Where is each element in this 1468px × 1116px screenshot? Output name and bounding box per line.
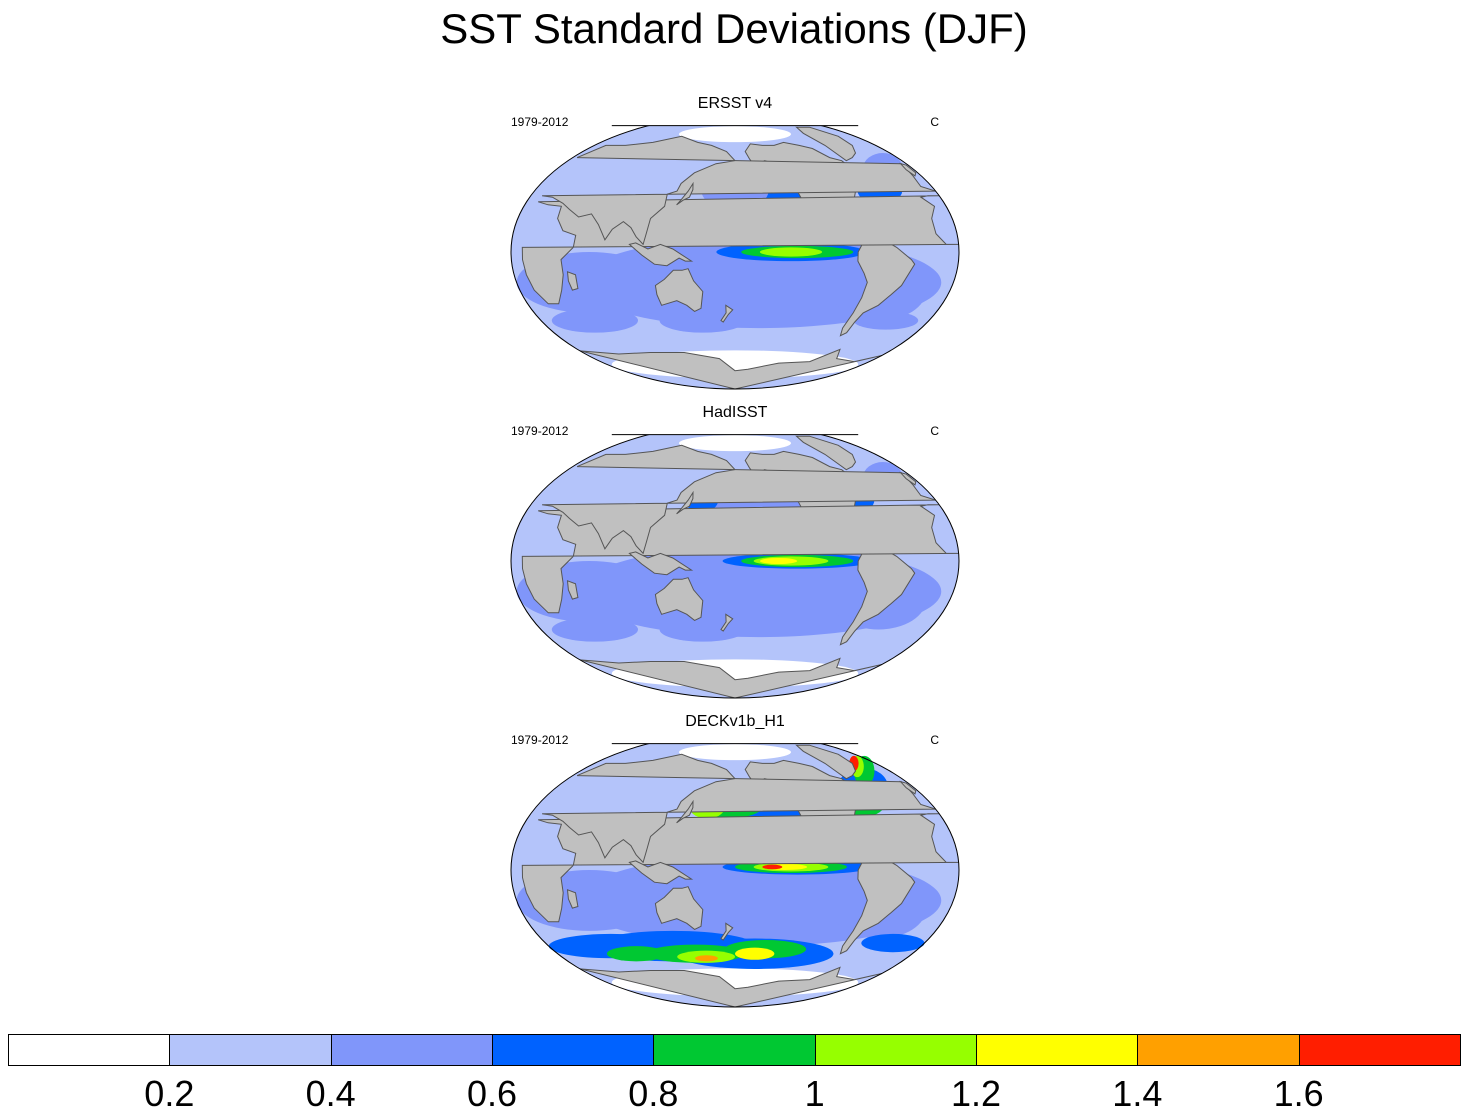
sst-contour-region (659, 308, 746, 333)
sst-map-deck (510, 743, 960, 1008)
period-label: 1979-2012 (511, 733, 569, 747)
land-antarctica (579, 348, 882, 390)
sst-contour-region (762, 864, 783, 870)
units-label: C (930, 733, 939, 747)
colorbar-swatch (169, 1034, 332, 1066)
land-australia (654, 886, 704, 930)
colorbar-swatch (1298, 1034, 1461, 1066)
colorbar-swatch (492, 1034, 655, 1066)
land-uk (899, 780, 917, 795)
land-greenland (795, 435, 857, 471)
sst-contour-region (759, 247, 823, 257)
period-label: 1979-2012 (511, 115, 569, 129)
colorbar-tick-label: 1.4 (1112, 1073, 1163, 1114)
map-content (510, 434, 960, 699)
sst-map-ersst (510, 125, 960, 390)
colorbar-swatch (1137, 1034, 1300, 1066)
colorbar-swatch (653, 1034, 816, 1066)
land-eurasia (542, 753, 936, 864)
colorbar-tick-label: 1.6 (1273, 1073, 1324, 1114)
land-antarctica (579, 966, 882, 1008)
sst-contour-region (695, 955, 718, 962)
map-panel-ersst: ERSST v4 1979-2012 C (505, 95, 965, 395)
arctic-patch (679, 126, 791, 143)
sst-contour-region (735, 947, 775, 960)
arctic-patch (679, 744, 791, 761)
land-japan (676, 490, 694, 515)
colorbar-tick-label: 0.8 (628, 1073, 679, 1114)
colorbar-swatch (814, 1034, 977, 1066)
map-content (510, 743, 960, 1008)
land-uk (899, 471, 917, 486)
land-new-zealand (720, 922, 734, 941)
land-madagascar (566, 271, 579, 291)
arctic-patch (679, 435, 791, 452)
land-japan (676, 799, 694, 824)
panel-title: HadISST (702, 404, 768, 421)
sst-contour-region (759, 557, 798, 565)
land-antarctica (579, 657, 882, 699)
sst-map-hadisst (510, 434, 960, 699)
colorbar-swatch (330, 1034, 493, 1066)
map-content (510, 125, 960, 390)
panel-title: DECKv1b_H1 (685, 713, 785, 730)
period-label: 1979-2012 (511, 424, 569, 438)
land-new-zealand (720, 613, 734, 632)
land-greenland (795, 126, 857, 162)
map-border (510, 743, 960, 1008)
colorbar-tick-label: 1 (804, 1073, 825, 1114)
colorbar-tick-label: 1.2 (950, 1073, 1002, 1114)
land-australia (654, 577, 704, 621)
land-eurasia (542, 135, 936, 246)
sst-contour-region (551, 308, 639, 333)
land-new-zealand (720, 304, 734, 323)
sst-contour-region (659, 617, 746, 642)
colorbar-tick-label: 0.4 (305, 1073, 356, 1114)
colorbar-tick-label: 0.2 (144, 1073, 195, 1114)
sst-contour-region (861, 933, 925, 953)
units-label: C (930, 115, 939, 129)
land-madagascar (566, 889, 579, 909)
land-indonesia (628, 242, 694, 267)
figure-title: SST Standard Deviations (DJF) (440, 5, 1028, 52)
map-border (510, 434, 960, 699)
map-panel-deck: DECKv1b_H1 1979-2012 C (505, 713, 965, 1013)
sst-contour-region (551, 617, 639, 642)
land-indonesia (628, 551, 694, 576)
map-panel-hadisst: HadISST 1979-2012 C (505, 404, 965, 704)
map-border (510, 125, 960, 390)
land-indonesia (628, 860, 694, 885)
sst-contour-region (606, 946, 667, 962)
land-uk (899, 162, 917, 177)
colorbar-swatch (8, 1034, 171, 1066)
land-japan (676, 181, 694, 206)
colorbar (8, 1034, 1461, 1068)
land-eurasia (542, 444, 936, 555)
colorbar-tick-label: 0.6 (466, 1073, 518, 1114)
units-label: C (930, 424, 939, 438)
panel-title: ERSST v4 (697, 95, 773, 112)
land-greenland (795, 744, 857, 780)
land-madagascar (566, 580, 579, 600)
land-australia (654, 268, 704, 312)
sst-contour-region (853, 311, 919, 330)
colorbar-swatch (976, 1034, 1139, 1066)
